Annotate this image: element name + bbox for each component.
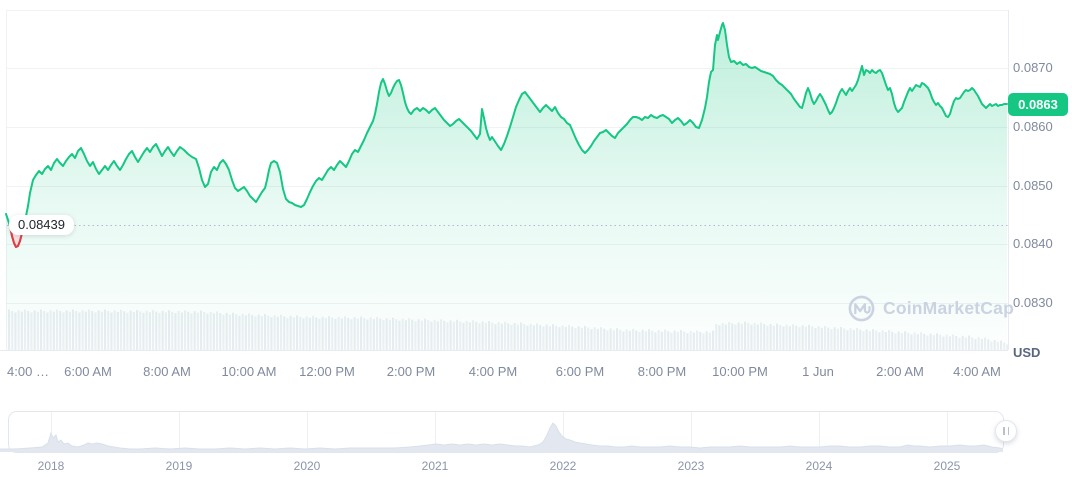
navigator-year-label: 2024: [805, 459, 833, 473]
x-axis-tick-label: 10:00 AM: [221, 364, 277, 379]
navigator-right-handle-icon[interactable]: [995, 420, 1017, 442]
x-axis-tick-label: 6:00 PM: [555, 364, 605, 379]
x-axis-tick-label: 2:00 PM: [386, 364, 436, 379]
navigator-year-label: 2021: [421, 459, 449, 473]
x-axis-tick-label: 10:00 PM: [712, 364, 768, 379]
y-axis-tick-label: 0.0840: [1013, 236, 1053, 251]
y-axis-tick-label: 0.0860: [1013, 119, 1053, 134]
navigator-year-label: 2022: [549, 459, 577, 473]
navigator-year-label: 2023: [677, 459, 705, 473]
x-axis-tick-label: 8:00 AM: [143, 364, 191, 379]
last-price-badge: 0.0863: [1008, 92, 1068, 116]
navigator-year-label: 2025: [933, 459, 961, 473]
x-axis-tick-label: 1 Jun: [802, 364, 834, 379]
navigator-year-label: 2018: [37, 459, 65, 473]
x-axis-tick-label: 4:00 AM: [953, 364, 1001, 379]
x-axis-tick-label: 4:00 PM: [468, 364, 518, 379]
y-axis-tick-label: 0.0850: [1013, 178, 1053, 193]
navigator-year-label: 2020: [293, 459, 321, 473]
x-axis-tick-label: 6:00 AM: [64, 364, 112, 379]
y-axis-unit-label: USD: [1013, 345, 1041, 360]
main-price-chart[interactable]: [0, 0, 1072, 360]
open-price-label: 0.08439: [9, 215, 74, 235]
x-axis-tick-label: 2:00 AM: [876, 364, 924, 379]
x-axis-tick-label: 12:00 PM: [299, 364, 355, 379]
navigator-year-label: 2019: [165, 459, 193, 473]
x-axis-tick-label: 8:00 PM: [637, 364, 687, 379]
x-axis-tick-label: 4:00 …: [7, 364, 49, 379]
y-axis-tick-label: 0.0830: [1013, 295, 1053, 310]
y-axis-tick-label: 0.0870: [1013, 60, 1053, 75]
